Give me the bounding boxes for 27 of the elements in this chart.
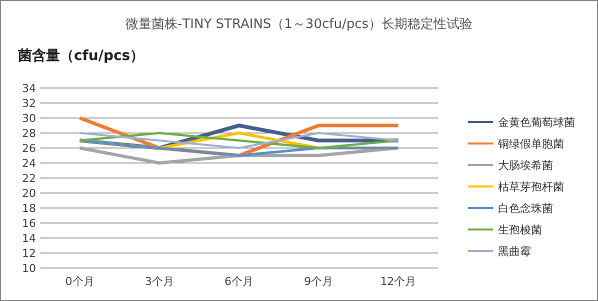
y-tick-label: 14 xyxy=(22,232,36,245)
legend-label: 白色念珠菌 xyxy=(498,202,553,215)
y-tick-label: 30 xyxy=(22,112,36,125)
legend-label: 大肠埃希菌 xyxy=(498,159,553,172)
y-tick-label: 22 xyxy=(22,172,36,185)
legend-label: 铜绿假单胞菌 xyxy=(497,138,564,150)
y-tick-label: 16 xyxy=(22,217,36,230)
y-tick-label: 10 xyxy=(22,262,36,275)
x-tick-label: 0个月 xyxy=(65,275,94,288)
x-tick-label: 9个月 xyxy=(304,275,334,288)
x-tick-label: 12个月 xyxy=(380,275,416,288)
y-tick-label: 32 xyxy=(22,97,36,110)
y-tick-label: 26 xyxy=(22,142,36,155)
y-tick-label: 34 xyxy=(22,82,36,95)
x-tick-label: 6个月 xyxy=(224,275,254,288)
legend-label: 枯草芽孢杆菌 xyxy=(498,180,564,194)
y-tick-label: 28 xyxy=(22,127,36,140)
legend-label: 黑曲霉 xyxy=(498,245,531,258)
chart-title: 微量菌株-TINY STRAINS（1～30cfu/pcs）长期稳定性试验 xyxy=(126,17,472,32)
y-axis-title: 菌含量（cfu/pcs） xyxy=(17,48,144,64)
y-tick-label: 18 xyxy=(22,202,36,215)
y-tick-label: 20 xyxy=(22,187,36,200)
y-tick-label: 12 xyxy=(22,247,36,260)
y-tick-label: 24 xyxy=(22,157,36,170)
legend-label: 生孢梭菌 xyxy=(498,224,542,236)
x-tick-label: 3个月 xyxy=(144,275,174,288)
legend-label: 金黄色葡萄球菌 xyxy=(498,116,575,129)
